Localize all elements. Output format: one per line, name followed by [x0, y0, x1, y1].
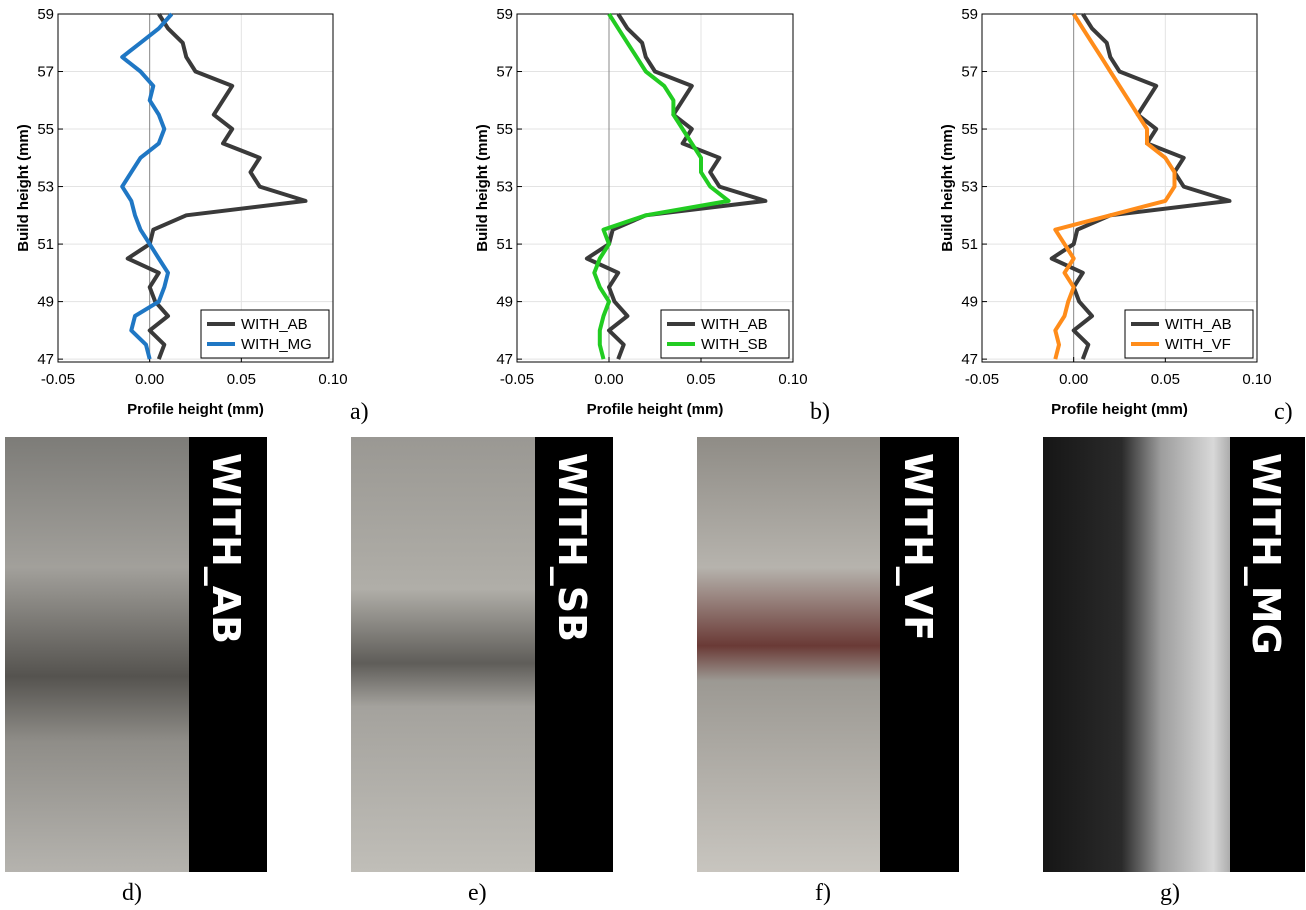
y-tick-label: 53 [496, 179, 513, 196]
x-tick-label: -0.05 [41, 371, 75, 388]
photo-strip: WITH_MG [1230, 437, 1305, 872]
caption: e) [468, 880, 487, 906]
y-tick-label: 47 [496, 351, 513, 368]
y-tick-label: 51 [961, 236, 978, 253]
photo: WITH_VF [697, 437, 959, 872]
photo-label: WITH_AB [204, 453, 248, 645]
legend-box [660, 309, 790, 359]
plot-frame [981, 13, 1258, 363]
y-tick-label: 51 [37, 236, 54, 253]
series-line [592, 12, 731, 360]
y-tick-label: 49 [37, 294, 54, 311]
y-tick-label: 59 [496, 6, 513, 23]
y-axis-label: Build height (mm) [939, 124, 956, 252]
panel-caption: c) [1274, 399, 1293, 425]
photo: WITH_AB [5, 437, 267, 872]
x-axis-label: Profile height (mm) [587, 401, 724, 418]
photo-strip: WITH_VF [880, 437, 959, 872]
photo-label: WITH_MG [1243, 453, 1288, 655]
x-tick-label: 0.05 [686, 371, 715, 388]
x-tick-label: 0.00 [594, 371, 623, 388]
x-tick-label: 0.05 [1151, 371, 1180, 388]
x-axis-label: Profile height (mm) [127, 401, 264, 418]
legend-label: WITH_SB [701, 336, 768, 353]
y-tick-label: 57 [37, 64, 54, 81]
y-tick-label: 53 [37, 179, 54, 196]
x-axis-label: Profile height (mm) [1051, 401, 1188, 418]
y-axis-label: Build height (mm) [474, 124, 491, 252]
legend-label: WITH_VF [1165, 336, 1231, 353]
caption: f) [815, 880, 831, 906]
y-tick-label: 55 [37, 121, 54, 138]
y-tick-label: 57 [496, 64, 513, 81]
photo-label: WITH_SB [550, 453, 594, 643]
legend-box [1124, 309, 1254, 359]
caption: g) [1160, 880, 1180, 906]
x-tick-label: -0.05 [500, 371, 534, 388]
y-tick-label: 55 [496, 121, 513, 138]
x-tick-label: -0.05 [965, 371, 999, 388]
x-tick-label: 0.10 [778, 371, 807, 388]
y-tick-label: 53 [961, 179, 978, 196]
y-tick-label: 57 [961, 64, 978, 81]
caption: d) [122, 880, 142, 906]
charts: 47 49 51 53 55 57 59 -0.05 0.00 0.05 0.10 WITH_AB WI… [15, 6, 1293, 425]
y-tick-label: 51 [496, 236, 513, 253]
legend-label: WITH_AB [1165, 316, 1232, 333]
series-line [1053, 12, 1177, 360]
legend-label: WITH_AB [241, 316, 308, 333]
series-line [584, 12, 768, 360]
photo-strip: WITH_AB [189, 437, 267, 872]
x-tick-label: 0.10 [318, 371, 347, 388]
plot-frame [57, 13, 334, 363]
panel-caption: b) [810, 399, 830, 425]
x-tick-label: 0.05 [227, 371, 256, 388]
photo: WITH_SB [351, 437, 613, 872]
x-tick-label: 0.00 [1059, 371, 1088, 388]
y-tick-label: 59 [961, 6, 978, 23]
x-tick-label: 0.10 [1242, 371, 1271, 388]
y-tick-label: 49 [496, 294, 513, 311]
series-line [1049, 12, 1232, 360]
legend-box [200, 309, 330, 359]
y-tick-label: 47 [961, 351, 978, 368]
photo-strip: WITH_SB [535, 437, 613, 872]
y-tick-label: 55 [961, 121, 978, 138]
series-line [120, 12, 174, 360]
y-axis-label: Build height (mm) [15, 124, 32, 252]
plot-frame [516, 13, 794, 363]
panel-caption: a) [350, 399, 369, 425]
photo-label: WITH_VF [895, 453, 940, 642]
x-tick-label: 0.00 [135, 371, 164, 388]
y-tick-label: 49 [961, 294, 978, 311]
photo: WITH_MG [1043, 437, 1305, 872]
legend-label: WITH_MG [241, 336, 312, 353]
y-tick-label: 47 [37, 351, 54, 368]
legend-label: WITH_AB [701, 316, 768, 333]
y-tick-label: 59 [37, 6, 54, 23]
